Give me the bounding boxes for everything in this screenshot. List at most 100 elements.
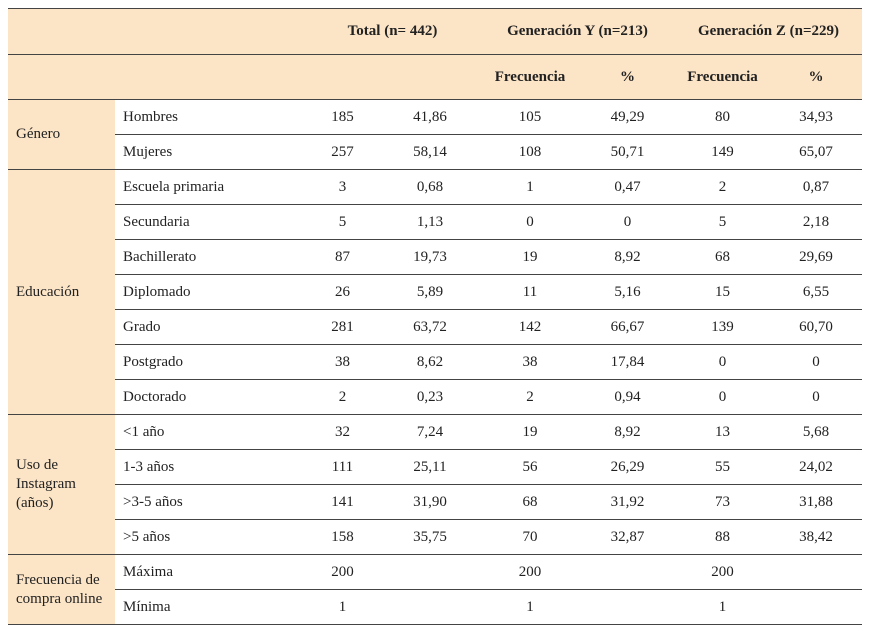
value-cell: 1,13 — [380, 204, 481, 240]
header-cell: Generación Y (n=213) — [480, 8, 676, 55]
row-label: Doctorado — [115, 379, 305, 415]
value-cell: 0,68 — [380, 169, 481, 205]
value-cell: 31,88 — [770, 484, 863, 520]
subheader-row: Frecuencia % Frecuencia % — [8, 54, 863, 100]
data-table: Total (n= 442) Generación Y (n=213) Gene… — [8, 8, 863, 625]
value-cell: 26 — [305, 274, 380, 310]
table-row: Mínima 1 1 1 — [8, 589, 863, 625]
value-cell: 0 — [480, 204, 581, 240]
row-label: Hombres — [115, 99, 305, 135]
value-cell: 3 — [305, 169, 380, 205]
value-cell: 5,68 — [770, 414, 863, 450]
value-cell: 281 — [305, 309, 380, 345]
table-row: Frecuencia de compra online Máxima 200 200 2… — [8, 554, 863, 625]
value-cell: 0,87 — [770, 169, 863, 205]
table-row: Doctorado 2 0,23 2 0,94 0 0 — [8, 379, 863, 415]
value-cell: 200 — [480, 554, 581, 590]
value-cell: 141 — [305, 484, 380, 520]
group-label: Educación — [8, 169, 115, 415]
value-cell: 0 — [675, 379, 771, 415]
row-label: Mínima — [115, 589, 305, 625]
subheader-cell: % — [770, 54, 863, 100]
table-row: Diplomado 26 5,89 11 5,16 15 6,55 — [8, 274, 863, 310]
table-row: 1-3 años 111 25,11 56 26,29 55 24,02 — [8, 449, 863, 485]
table-header: Total (n= 442) Generación Y (n=213) Gene… — [8, 8, 863, 100]
table-row: Postgrado 38 8,62 38 17,84 0 0 — [8, 344, 863, 380]
value-cell: 58,14 — [380, 134, 481, 170]
value-cell: 257 — [305, 134, 380, 170]
row-label: <1 año — [115, 414, 305, 450]
value-cell: 0,23 — [380, 379, 481, 415]
group-label: Frecuencia de compra online — [8, 554, 115, 625]
value-cell: 73 — [675, 484, 771, 520]
subheader-cell: Frecuencia — [480, 54, 581, 100]
row-label: Escuela primaria — [115, 169, 305, 205]
value-cell: 1 — [675, 589, 771, 625]
table-row: Bachillerato 87 19,73 19 8,92 68 29,69 — [8, 239, 863, 275]
value-cell: 34,93 — [770, 99, 863, 135]
value-cell: 50,71 — [580, 134, 676, 170]
value-cell: 5,16 — [580, 274, 676, 310]
value-cell: 80 — [675, 99, 771, 135]
table-row: Educación Escuela primaria 3 0,68 1 0,47 2 0,87 — [8, 169, 863, 415]
value-cell: 1 — [305, 589, 380, 625]
table-row: Mujeres 257 58,14 108 50,71 149 65,07 — [8, 134, 863, 170]
header-row: Total (n= 442) Generación Y (n=213) Gene… — [8, 8, 863, 55]
value-cell: 32 — [305, 414, 380, 450]
header-cell — [8, 54, 481, 100]
value-cell: 56 — [480, 449, 581, 485]
value-cell: 35,75 — [380, 519, 481, 555]
value-cell: 38 — [480, 344, 581, 380]
table-row: Género Hombres 185 41,86 105 49,29 80 34,93 — [8, 99, 863, 170]
value-cell: 108 — [480, 134, 581, 170]
header-cell — [8, 8, 305, 55]
table-row: >5 años 158 35,75 70 32,87 88 38,42 — [8, 519, 863, 555]
empty-cell — [770, 589, 863, 625]
value-cell: 87 — [305, 239, 380, 275]
value-cell: 2 — [675, 169, 771, 205]
value-cell: 0 — [770, 379, 863, 415]
value-cell: 0 — [580, 204, 676, 240]
value-cell: 200 — [675, 554, 771, 590]
table-row: Uso de Instagram (años) <1 año 32 7,24 19 8,9… — [8, 414, 863, 555]
empty-cell — [380, 554, 481, 590]
value-cell: 142 — [480, 309, 581, 345]
row-label: >5 años — [115, 519, 305, 555]
value-cell: 49,29 — [580, 99, 676, 135]
value-cell: 19,73 — [380, 239, 481, 275]
value-cell: 139 — [675, 309, 771, 345]
value-cell: 158 — [305, 519, 380, 555]
value-cell: 55 — [675, 449, 771, 485]
row-label: Grado — [115, 309, 305, 345]
empty-cell — [580, 589, 676, 625]
value-cell: 149 — [675, 134, 771, 170]
value-cell: 5 — [305, 204, 380, 240]
value-cell: 13 — [675, 414, 771, 450]
row-label: Secundaria — [115, 204, 305, 240]
empty-cell — [580, 554, 676, 590]
row-label: 1-3 años — [115, 449, 305, 485]
subheader-cell: % — [580, 54, 676, 100]
value-cell: 0,47 — [580, 169, 676, 205]
value-cell: 32,87 — [580, 519, 676, 555]
row-label: Diplomado — [115, 274, 305, 310]
value-cell: 88 — [675, 519, 771, 555]
value-cell: 15 — [675, 274, 771, 310]
value-cell: 2,18 — [770, 204, 863, 240]
value-cell: 6,55 — [770, 274, 863, 310]
value-cell: 38 — [305, 344, 380, 380]
row-label: >3-5 años — [115, 484, 305, 520]
value-cell: 111 — [305, 449, 380, 485]
table-body: Género Hombres 185 41,86 105 49,29 80 34,93 Muje… — [8, 99, 863, 625]
group-label: Uso de Instagram (años) — [8, 414, 115, 555]
value-cell: 1 — [480, 589, 581, 625]
empty-cell — [770, 554, 863, 590]
value-cell: 24,02 — [770, 449, 863, 485]
value-cell: 29,69 — [770, 239, 863, 275]
value-cell: 2 — [305, 379, 380, 415]
row-label: Bachillerato — [115, 239, 305, 275]
value-cell: 5 — [675, 204, 771, 240]
value-cell: 0 — [770, 344, 863, 380]
value-cell: 0 — [675, 344, 771, 380]
